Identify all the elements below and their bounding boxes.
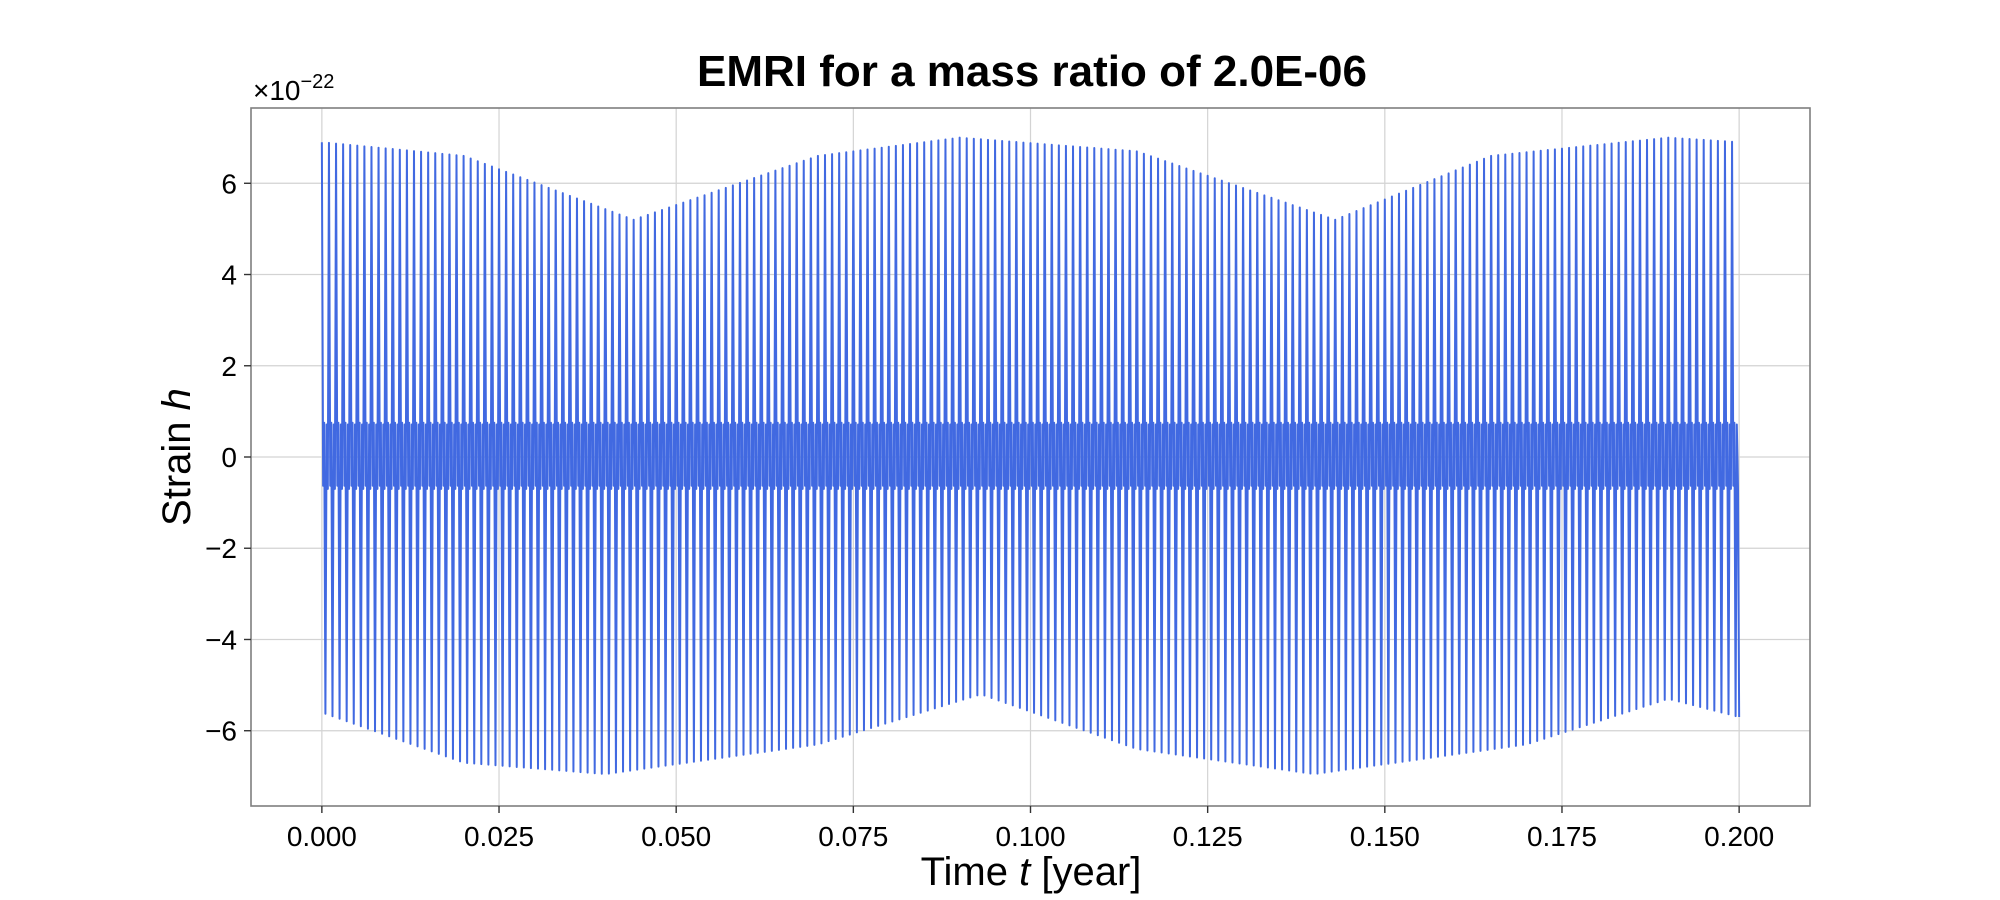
y-axis-ticks: −6 −4 −2 0 2 4 6	[205, 168, 251, 747]
y-tick-label: 6	[221, 168, 237, 199]
x-tick-label: 0.125	[1173, 821, 1243, 852]
y-tick-label: −6	[205, 716, 237, 747]
y-label-variable: h	[155, 388, 199, 410]
y-axis-offset-label: ×10−22	[253, 71, 334, 106]
y-tick-label: 0	[221, 442, 237, 473]
x-tick-label: 0.200	[1704, 821, 1774, 852]
y-tick-label: −4	[205, 624, 237, 655]
x-label-variable: t	[1019, 850, 1032, 894]
x-tick-label: 0.075	[818, 821, 888, 852]
x-tick-label: 0.025	[464, 821, 534, 852]
x-tick-label: 0.000	[287, 821, 357, 852]
x-tick-label: 0.175	[1527, 821, 1597, 852]
x-tick-label: 0.150	[1350, 821, 1420, 852]
y-tick-label: −2	[205, 533, 237, 564]
x-axis-ticks: 0.000 0.025 0.050 0.075 0.100 0.125 0.150 0.175…	[287, 806, 1774, 852]
y-label-prefix: Strain	[155, 410, 199, 526]
y-axis-label: Strain h	[155, 388, 199, 526]
x-label-prefix: Time	[921, 850, 1020, 894]
x-label-suffix: [year]	[1030, 850, 1141, 894]
y-tick-label: 2	[221, 351, 237, 382]
x-axis-label: Time t [year]	[921, 850, 1142, 894]
y-offset-exponent: −22	[301, 71, 335, 93]
strain-series-line	[320, 136, 1741, 775]
y-offset-base: ×10	[253, 75, 301, 106]
series-layer	[320, 136, 1741, 775]
chart-title: EMRI for a mass ratio of 2.0E-06	[697, 47, 1367, 96]
x-tick-label: 0.100	[995, 821, 1065, 852]
y-tick-label: 4	[221, 260, 237, 291]
x-tick-label: 0.050	[641, 821, 711, 852]
